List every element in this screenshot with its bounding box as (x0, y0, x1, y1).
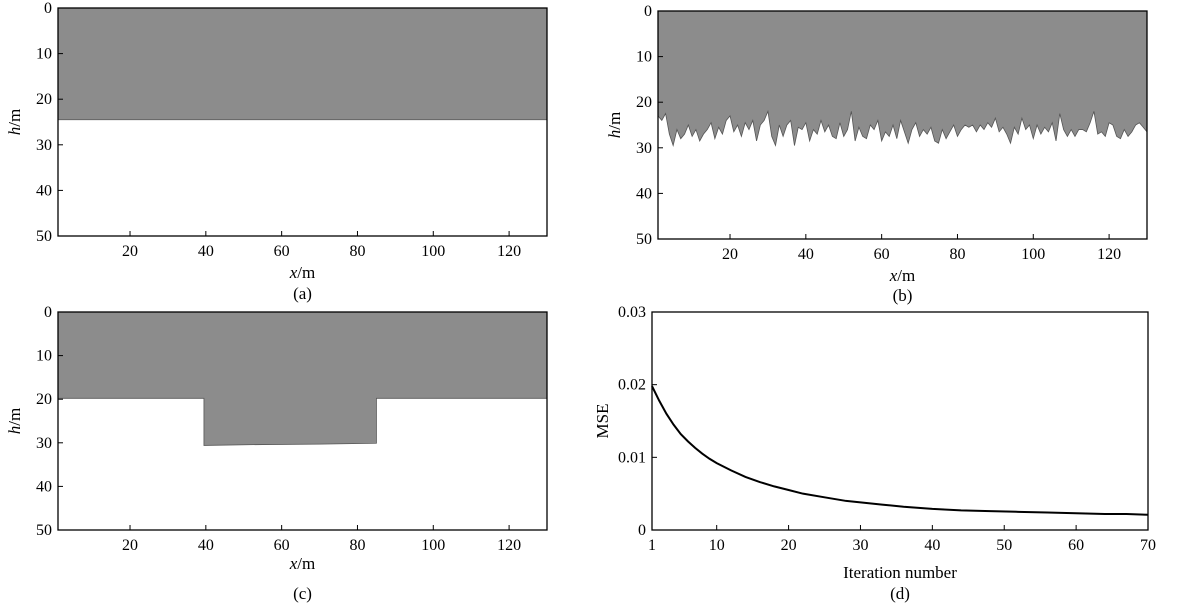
panel-label-d: (d) (890, 584, 910, 603)
y-axis-label: h/m (5, 109, 24, 135)
x-tick-label: 120 (497, 243, 521, 260)
x-tick-label: 80 (949, 246, 965, 263)
x-tick-label: 100 (421, 243, 445, 260)
panel-label-b: (b) (893, 286, 913, 305)
panel-b: 20 40 60 80 100 120 0 10 20 30 40 50 x/m h/m (b) (605, 3, 1148, 305)
x-tick-label: 40 (924, 537, 940, 554)
y-tick-label: 40 (36, 478, 52, 495)
layer-area-a (58, 8, 547, 120)
interface-line-c (58, 397, 547, 446)
y-tick-label: 10 (36, 46, 52, 63)
x-axis-label: Iteration number (843, 563, 957, 582)
x-tick-label: 120 (497, 537, 521, 554)
x-tick-label: 70 (1140, 537, 1156, 554)
y-tick-label: 20 (36, 91, 52, 108)
x-tick-label: 60 (1068, 537, 1084, 554)
x-tick-label: 40 (798, 246, 814, 263)
y-tick-label: 0 (44, 0, 52, 17)
x-tick-label: 20 (122, 243, 138, 260)
x-axis-label: x/m (289, 554, 316, 573)
y-tick-label: 20 (36, 391, 52, 408)
x-tick-label: 20 (781, 537, 797, 554)
y-tick-label: 0 (44, 304, 52, 321)
plot-frame (57, 311, 548, 531)
panel-label-a: (a) (293, 284, 312, 303)
y-tick-label: 30 (36, 435, 52, 452)
y-tick-label: 0 (644, 3, 652, 20)
x-tick-label: 50 (996, 537, 1012, 554)
y-tick-label: 0 (638, 522, 646, 539)
plot-frame (57, 7, 548, 237)
x-tick-label: 10 (709, 537, 725, 554)
panel-d: 1 10 20 30 40 50 60 70 0 0.01 0.02 0.03 Iteration nu… (593, 304, 1156, 603)
y-axis-label: MSE (593, 404, 612, 439)
x-tick-label: 30 (852, 537, 868, 554)
x-tick-label: 120 (1097, 246, 1121, 263)
y-axis-label: h/m (5, 408, 24, 434)
y-tick-label: 0.02 (618, 377, 646, 394)
panel-c: 20 40 60 80 100 120 0 10 20 30 40 50 x/m h/m (c) (5, 304, 548, 603)
interface-line-b (657, 109, 1148, 147)
y-tick-label: 50 (636, 231, 652, 248)
plot-frame (657, 10, 1148, 240)
x-tick-label: 60 (274, 243, 290, 260)
y-tick-label: 20 (636, 94, 652, 111)
x-axis-label: x/m (289, 263, 316, 282)
x-tick-label: 20 (722, 246, 738, 263)
x-tick-label: 100 (1021, 246, 1045, 263)
y-tick-label: 40 (36, 182, 52, 199)
x-tick-label: 60 (274, 537, 290, 554)
x-tick-label: 100 (421, 537, 445, 554)
y-tick-label: 10 (636, 49, 652, 66)
x-axis-label: x/m (889, 266, 916, 285)
y-tick-label: 0.01 (618, 449, 646, 466)
x-tick-label: 80 (349, 243, 365, 260)
x-tick-label: 40 (198, 243, 214, 260)
y-tick-label: 0.03 (618, 304, 646, 321)
x-tick-label: 60 (874, 246, 890, 263)
plot-frame (651, 311, 1149, 531)
x-tick-label: 80 (349, 537, 365, 554)
layer-area-b (658, 11, 1147, 146)
panel-label-c: (c) (293, 584, 312, 603)
panel-a: 20 40 60 80 100 120 0 10 20 30 40 50 x/m h/m (a) (5, 0, 548, 303)
x-tick-label: 1 (648, 537, 656, 554)
y-tick-label: 40 (636, 185, 652, 202)
y-tick-label: 10 (36, 348, 52, 365)
series-line-0 (651, 385, 1149, 516)
y-axis-label: h/m (605, 112, 624, 138)
y-tick-label: 30 (36, 137, 52, 154)
x-tick-label: 40 (198, 537, 214, 554)
x-tick-label: 20 (122, 537, 138, 554)
y-tick-label: 30 (636, 140, 652, 157)
layer-area-c (58, 312, 547, 446)
y-tick-label: 50 (36, 228, 52, 245)
y-tick-label: 50 (36, 522, 52, 539)
